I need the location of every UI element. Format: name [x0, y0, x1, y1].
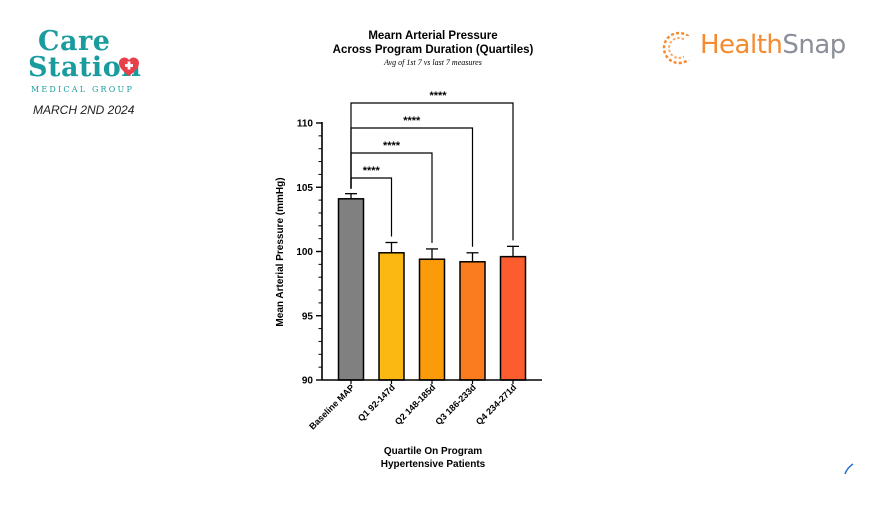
- y-tick-label: 90: [302, 376, 314, 387]
- bar-series: [337, 193, 527, 381]
- significance-brackets: **** **** **** ****: [350, 90, 514, 247]
- healthsnap-wordmark-health: Health: [700, 30, 783, 60]
- bar: [499, 255, 527, 381]
- y-tick-label: 95: [302, 311, 314, 322]
- significance-label: ****: [403, 115, 421, 127]
- y-tick-label: 110: [297, 119, 314, 130]
- chart-axes: [316, 122, 542, 384]
- chart-title-line2: Across Program Duration (Quartiles): [332, 44, 534, 56]
- healthsnap-c-icon: [662, 31, 698, 65]
- chart-subtitle: Avg of 1st 7 vs last 7 measures: [384, 58, 482, 67]
- x-tick-label: Baseline MAP: [307, 382, 356, 431]
- x-tick-label: Q4 234-271d: [474, 382, 519, 427]
- healthsnap-wordmark: HealthSnap: [700, 30, 846, 60]
- chart-title-line1: Mearn Arterial Pressure: [368, 30, 498, 42]
- x-tick-label: Q3 186-233d: [433, 382, 478, 427]
- x-axis-title-line2: Hypertensive Patients: [381, 459, 486, 470]
- significance-label: ****: [363, 165, 381, 177]
- bar: [418, 258, 446, 381]
- significance-bracket: [350, 127, 474, 247]
- carestation-logo-care: Care: [38, 26, 111, 57]
- y-tick-label: 100: [296, 247, 313, 258]
- bar: [378, 252, 405, 381]
- heart-icon: [119, 57, 139, 76]
- x-tick-label: Q2 148-185d: [393, 382, 438, 427]
- significance-label: ****: [429, 90, 447, 102]
- report-date: MARCH 2ND 2024: [33, 103, 135, 117]
- y-axis-title: Mean Arterial Pressure (mmHg): [275, 177, 286, 326]
- y-tick-label: 105: [296, 183, 313, 194]
- bar: [459, 261, 486, 381]
- significance-label: ****: [383, 140, 401, 152]
- x-tick-label: Q1 92-147d: [356, 382, 397, 423]
- pen-stroke-icon: [844, 463, 854, 475]
- significance-bracket: [350, 102, 514, 241]
- healthsnap-logo: HealthSnap: [660, 28, 860, 68]
- x-axis-title-line1: Quartile On Program: [384, 446, 482, 457]
- healthsnap-wordmark-snap: Snap: [782, 30, 846, 60]
- bar: [337, 198, 365, 381]
- carestation-logo-subtitle: MEDICAL GROUP: [31, 85, 135, 94]
